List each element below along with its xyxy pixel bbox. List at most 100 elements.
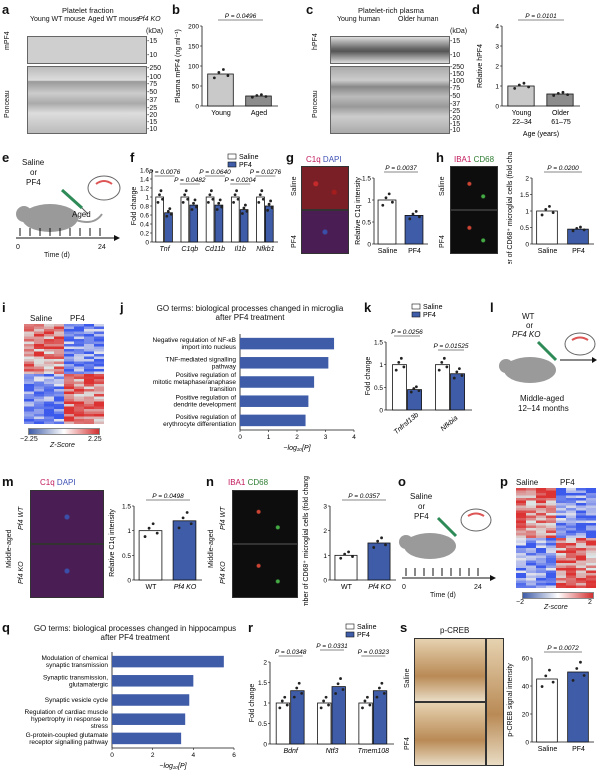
panel-f-pvalue-2: P = 0.0640 — [199, 169, 231, 176]
heatmap-p-cell-2-4 — [556, 493, 567, 496]
r-ytick-label-0: 0 — [263, 742, 267, 749]
heatmap-p-cell-16-6 — [576, 528, 587, 531]
heatmap-p-cell-8-4 — [556, 508, 567, 511]
panel-g-stain1: C1q — [306, 155, 321, 164]
heatmap-i-cell-37-0 — [24, 416, 35, 420]
heatmap-i-cell-37-4 — [64, 416, 75, 420]
panel-r-legend-label-1: PF4 — [357, 632, 370, 639]
heatmap-p-cell-31-0 — [516, 565, 527, 569]
s-point-0-0-0 — [540, 685, 544, 688]
heatmap-p-cell-4-6 — [576, 498, 587, 501]
n-xtick-label-0: WT — [341, 584, 353, 591]
heatmap-p-cell-13-3 — [546, 520, 557, 524]
panel-o-line-2: PF4 — [414, 512, 429, 521]
g-bar-0-0 — [377, 199, 397, 245]
heatmap-p-cell-38-1 — [526, 583, 537, 586]
h-point-1-0-0 — [571, 229, 575, 233]
heatmap-i-cell-9-7 — [94, 346, 104, 350]
heatmap-p-cell-29-5 — [566, 560, 577, 564]
panel-n-stain1: IBA1 — [228, 478, 246, 487]
heatmap-i — [24, 324, 104, 424]
k-point-1-0-0 — [437, 368, 441, 372]
panel-c-mw-top-0: -15 — [450, 38, 461, 45]
n-bar-0-0 — [334, 554, 358, 581]
h-bar-1-0 — [567, 228, 589, 245]
heatmap-i-cell-21-6 — [84, 376, 95, 380]
heatmap-i-cell-6-7 — [94, 339, 104, 342]
r-point-2-0-1 — [363, 699, 367, 703]
panel-c-mw-3: -75 — [450, 85, 461, 92]
heatmap-p-cell-16-3 — [546, 528, 557, 531]
s-point-0-0-3 — [551, 680, 555, 684]
heatmap-i-cell-33-3 — [54, 406, 65, 410]
heatmap-i-cell-24-6 — [84, 384, 95, 387]
heatmap-p-cell-7-4 — [556, 505, 567, 509]
heatmap-p-cell-19-2 — [536, 535, 547, 539]
heatmap-p-cell-14-4 — [556, 523, 567, 526]
panel-m-row2: Pf4 KO — [18, 561, 25, 584]
heatmap-i-cell-0-4 — [64, 324, 75, 327]
q-category-label-0: Modulation of chemical synaptic transmiss… — [42, 655, 109, 669]
heatmap-i-cell-32-0 — [24, 404, 35, 407]
heatmap-i-cell-14-3 — [54, 359, 65, 362]
panel-d-pvalue: P = 0.0101 — [525, 13, 557, 20]
j-category-label-3: Positive regulation of dendrite developme… — [173, 395, 236, 409]
panel-m-label: m — [2, 474, 14, 489]
heatmap-p-cell-16-7 — [586, 528, 596, 531]
q-xtick-label-1: 2 — [151, 752, 155, 759]
heatmap-p-cell-4-1 — [526, 498, 537, 501]
heatmap-p-cell-17-3 — [546, 530, 557, 534]
heatmap-i-cell-8-2 — [44, 344, 55, 347]
panel-a-ylab-top: mPF4 — [4, 31, 11, 50]
heatmap-p-cell-29-0 — [516, 560, 527, 564]
panel-r-pvalue-1: P = 0.0331 — [316, 643, 348, 650]
q-bar-2 — [112, 694, 190, 706]
heatmap-i-cell-36-3 — [54, 414, 65, 417]
heatmap-i-cell-39-0 — [24, 421, 35, 424]
panel-c-mw-top-1: -10 — [450, 52, 461, 59]
heatmap-i-cell-11-5 — [74, 351, 85, 355]
heatmap-p-cell-30-0 — [516, 563, 527, 566]
heatmap-p-cell-36-5 — [566, 578, 577, 581]
heatmap-p-cell-30-5 — [566, 563, 577, 566]
f-point-1-0-1 — [183, 193, 187, 197]
heatmap-i-cell-32-3 — [54, 404, 65, 407]
heatmap-i-cell-15-6 — [84, 361, 95, 365]
q-xtick-label-0: 0 — [110, 752, 114, 759]
heatmap-i-cell-26-5 — [74, 389, 85, 392]
heatmap-p-cell-32-6 — [576, 568, 587, 571]
heatmap-p-cell-26-2 — [536, 553, 547, 556]
d-xtick-label-1: Older — [552, 110, 570, 117]
f-point-1-0-0 — [181, 201, 185, 204]
heatmap-p-cell-23-1 — [526, 545, 537, 549]
heatmap-i-cell-15-2 — [44, 361, 55, 365]
chart-r: 0 0.5 1 1.5 2 Fold change Bdnf Ntf3 Tmem108 Salin… — [249, 623, 394, 755]
r-point-0-0-2 — [283, 695, 287, 699]
heatmap-p-cell-22-3 — [546, 543, 557, 546]
heatmap-p-cell-30-7 — [586, 563, 596, 566]
heatmap-i-cell-30-0 — [24, 399, 35, 402]
heatmap-i-cell-23-2 — [44, 381, 55, 385]
f-point-2-0-1 — [208, 193, 212, 197]
g-point-1-0-2 — [414, 209, 418, 213]
chart-n: 0 1 2 3 Number of CD68⁺ microglial cells (fo… — [303, 476, 396, 606]
heatmap-i-cell-3-7 — [94, 331, 104, 335]
q-xtick-label-2: 4 — [192, 752, 196, 759]
heatmap-p-cell-38-0 — [516, 583, 527, 586]
g-ytick-label-3: 1.5 — [362, 176, 371, 183]
heatmap-p-cell-4-7 — [586, 498, 596, 501]
heatmap-i-cell-3-0 — [24, 331, 35, 335]
panel-i-scale-max: 2.25 — [88, 436, 102, 443]
heatmap-i-cell-1-3 — [54, 326, 65, 330]
heatmap-p-cell-37-7 — [586, 580, 596, 584]
heatmap-p-cell-35-6 — [576, 575, 587, 579]
heatmap-p-cell-31-1 — [526, 565, 537, 569]
s-point-1-0-1 — [575, 667, 579, 670]
r-point-2-1-2 — [380, 681, 384, 685]
g-ytick-label-2: 1 — [367, 198, 371, 205]
heatmap-i-cell-21-7 — [94, 376, 104, 380]
s-point-0-0-1 — [544, 674, 548, 678]
heatmap-i-cell-9-2 — [44, 346, 55, 350]
heatmap-i-cell-18-2 — [44, 369, 55, 372]
panel-s-pvalue: P = 0.0072 — [547, 645, 579, 652]
